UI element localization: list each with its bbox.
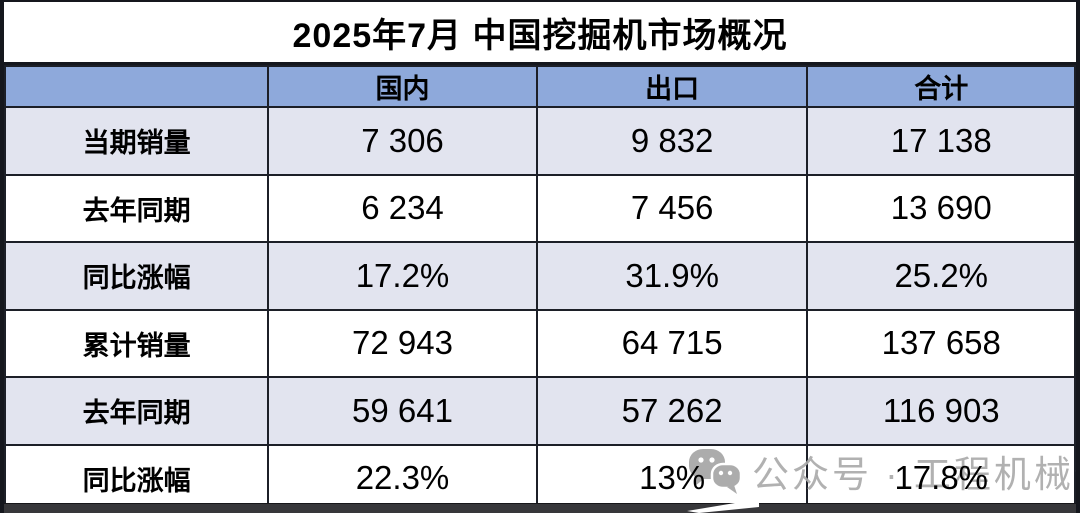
page-title: 2025年7月 中国挖掘机市场概况 bbox=[4, 2, 1076, 65]
table-row: 去年同期 6 234 7 456 13 690 bbox=[4, 173, 1076, 243]
row-label: 累计销量 bbox=[4, 308, 270, 378]
table-cell: 22.3% bbox=[267, 443, 538, 513]
table-row: 同比涨幅 17.2% 31.9% 25.2% bbox=[4, 241, 1076, 311]
header-cell-empty bbox=[4, 65, 270, 108]
table-row: 当期销量 7 306 9 832 17 138 bbox=[4, 106, 1076, 176]
table-cell: 25.2% bbox=[806, 241, 1076, 311]
row-label: 去年同期 bbox=[4, 376, 270, 446]
row-label: 同比涨幅 bbox=[4, 443, 270, 513]
table-cell: 13% bbox=[535, 443, 809, 513]
watermark: 公众号 · 工程机械杂志 bbox=[688, 444, 1076, 498]
table-cell: 137 658 bbox=[806, 308, 1076, 378]
table-cell: 17.2% bbox=[267, 241, 538, 311]
table-cell: 64 715 bbox=[535, 308, 809, 378]
row-label: 同比涨幅 bbox=[4, 241, 270, 311]
header-cell-export: 出口 bbox=[535, 65, 809, 108]
table-cell: 9 832 bbox=[535, 106, 809, 176]
header-cell-total: 合计 bbox=[806, 65, 1076, 108]
wechat-icon bbox=[689, 449, 742, 494]
row-label: 去年同期 bbox=[4, 173, 270, 243]
white-wedge-decoration bbox=[687, 499, 759, 513]
table-cell: 17 138 bbox=[806, 106, 1076, 176]
header-cell-domestic: 国内 bbox=[267, 65, 538, 108]
table-cell: 72 943 bbox=[267, 308, 538, 378]
watermark-text: 公众号 · 工程机械杂志 bbox=[752, 454, 1076, 495]
row-label: 当期销量 bbox=[4, 106, 270, 176]
table-row: 去年同期 59 641 57 262 116 903 bbox=[4, 376, 1076, 446]
table-cell: 31.9% bbox=[535, 241, 809, 311]
table-cell: 57 262 bbox=[535, 376, 809, 446]
table-cell: 6 234 bbox=[267, 173, 538, 243]
table-cell: 116 903 bbox=[806, 376, 1076, 446]
table-cell: 13 690 bbox=[806, 173, 1076, 243]
table-cell: 59 641 bbox=[267, 376, 538, 446]
table-cell: 7 456 bbox=[535, 173, 809, 243]
table-row: 累计销量 72 943 64 715 137 658 bbox=[4, 308, 1076, 378]
table-cell: 7 306 bbox=[267, 106, 538, 176]
bottom-border-bar bbox=[4, 503, 1076, 513]
header-row: 国内 出口 合计 bbox=[4, 65, 1076, 108]
